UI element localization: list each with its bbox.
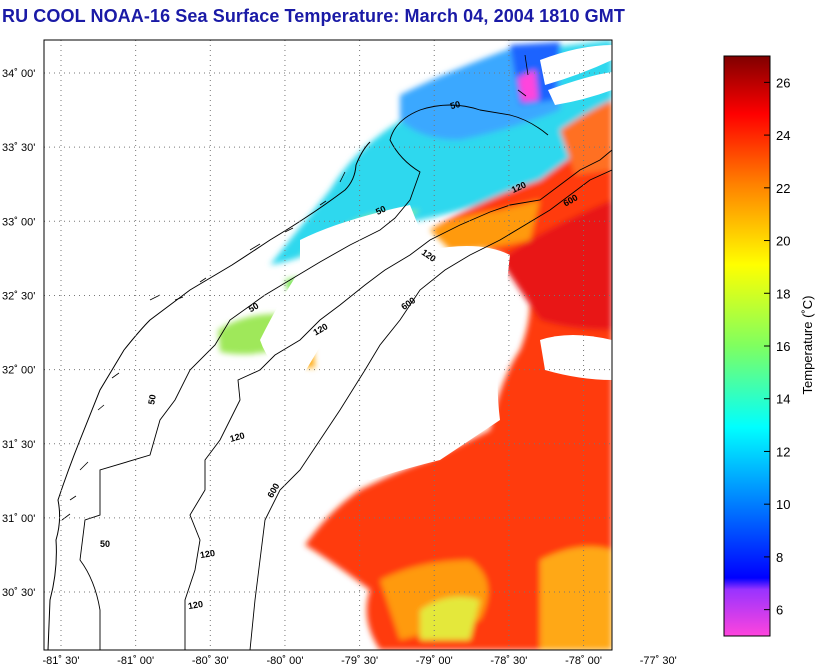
coastline [47, 141, 371, 650]
latitude-label: 31˚ 30' [2, 439, 35, 451]
contour-label: 50 [247, 301, 261, 315]
map-frame [43, 39, 613, 651]
colorbar-tick-label: 18 [776, 286, 790, 301]
colorbar: 6 8 10 12 14 16 18 20 22 24 26 Temperature (˚C) [723, 55, 815, 637]
colorbar-tick-label: 16 [776, 339, 790, 354]
colorbar-tick-label: 6 [776, 603, 783, 618]
contour-label: 120 [199, 548, 216, 560]
longitude-label: -79˚ 30' [341, 655, 378, 667]
contour-label: 50 [374, 204, 387, 217]
contour-label: 50 [146, 394, 158, 406]
latitude-label: 33˚ 30' [2, 142, 35, 154]
cloud-mask [260, 45, 612, 480]
latitude-label: 34˚ 00' [2, 68, 35, 80]
contour-label: 120 [187, 599, 204, 611]
colorbar-tick-label: 10 [776, 497, 790, 512]
bathymetry-contours [79, 104, 612, 650]
latitude-label: 31˚ 00' [2, 513, 35, 525]
graticule [44, 40, 612, 650]
colorbar-tick-label: 8 [776, 550, 783, 565]
colorbar-tick-label: 26 [776, 75, 790, 90]
latitude-label: 30˚ 30' [2, 587, 35, 599]
latitude-label: 32˚ 30' [2, 290, 35, 302]
colorbar-label: Temperature (˚C) [800, 296, 815, 395]
colorbar-gradient [723, 55, 771, 637]
longitude-label: -80˚ 30' [192, 655, 229, 667]
longitude-label: -81˚ 30' [43, 655, 80, 667]
colorbar-ticks: 6 8 10 12 14 16 18 20 22 24 26 [764, 75, 790, 618]
colorbar-tick-label: 12 [776, 444, 790, 459]
longitude-label: -77˚ 30' [640, 655, 677, 667]
map-title: RU COOL NOAA-16 Sea Surface Temperature:… [2, 6, 625, 26]
latitude-label: 32˚ 00' [2, 365, 35, 377]
colorbar-tick-label: 22 [776, 181, 790, 196]
contour-label: 50 [100, 539, 110, 549]
contour-label: 120 [229, 430, 246, 444]
colorbar-tick-label: 20 [776, 234, 790, 249]
longitude-label: -78˚ 00' [565, 655, 602, 667]
longitude-label: -80˚ 00' [266, 655, 303, 667]
longitude-labels: -81˚ 30' -81˚ 00' -80˚ 30' -80˚ 00' -79˚ 30'… [43, 655, 677, 667]
longitude-label: -81˚ 00' [117, 655, 154, 667]
longitude-label: -79˚ 00' [416, 655, 453, 667]
contour-label: 50 [449, 99, 461, 111]
colorbar-tick-label: 24 [776, 128, 790, 143]
latitude-label: 33˚ 00' [2, 216, 35, 228]
longitude-label: -78˚ 30' [490, 655, 527, 667]
colorbar-tick-label: 14 [776, 392, 790, 407]
coastline-islands [61, 54, 529, 521]
latitude-labels: 34˚ 00' 33˚ 30' 33˚ 00' 32˚ 30' 32˚ 00' 31˚ 3… [2, 68, 35, 599]
